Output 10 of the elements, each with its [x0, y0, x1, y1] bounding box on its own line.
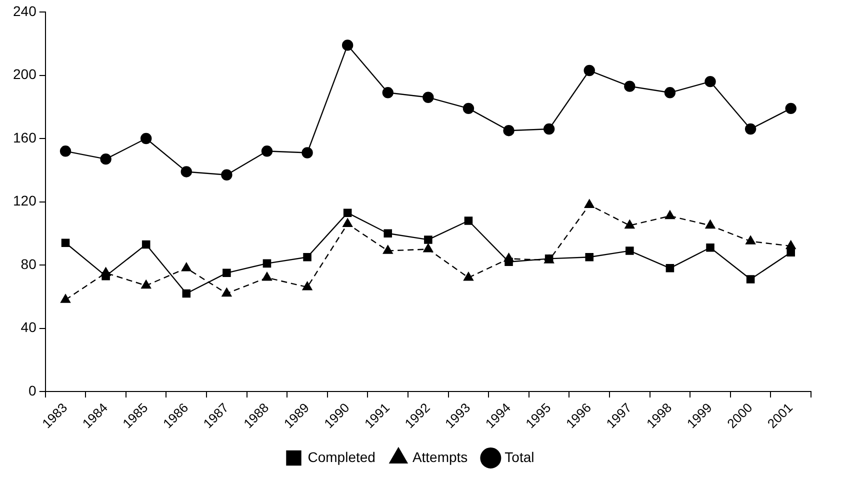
y-tick-label: 40	[20, 319, 37, 336]
y-tick-label: 80	[20, 256, 37, 272]
y-tick-label: 0	[28, 382, 37, 398]
legend-label: Attempts	[412, 448, 468, 465]
y-tick-label: 160	[13, 129, 37, 146]
legend-label: Total	[504, 448, 534, 465]
legend-label: Completed	[308, 448, 376, 465]
y-tick-label: 120	[13, 192, 37, 209]
y-tick-label: 200	[13, 66, 37, 82]
y-tick-label: 240	[13, 2, 37, 19]
